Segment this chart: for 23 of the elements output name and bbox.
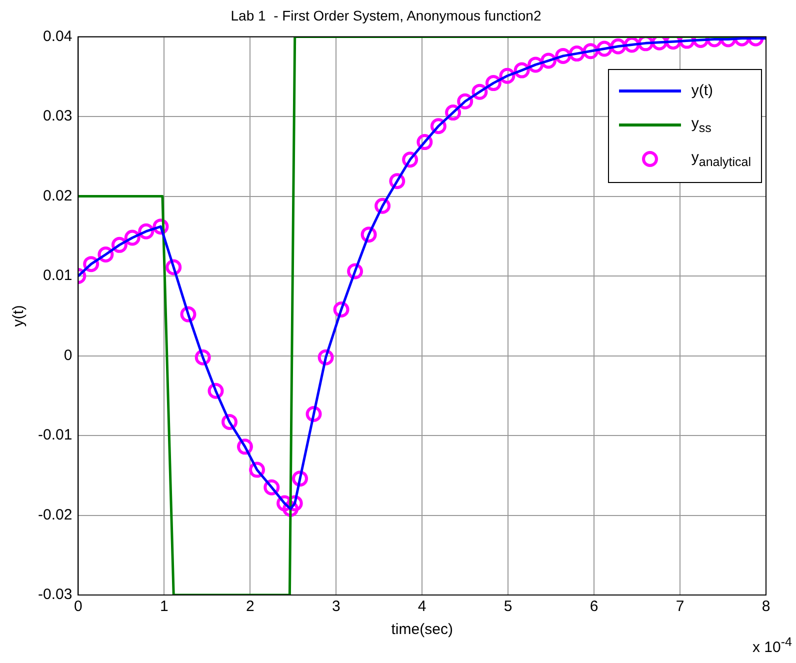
y-tick-label: 0.03 — [42, 108, 72, 125]
y-tick-label: 0.01 — [42, 267, 72, 284]
x-tick-label: 5 — [504, 598, 512, 616]
x-tick-label: 4 — [418, 598, 426, 616]
y-tick-label: -0.03 — [38, 586, 72, 604]
x-axis-title: time(sec) — [391, 621, 453, 638]
x-tick-label: 8 — [762, 598, 770, 616]
legend-label: y(t) — [691, 82, 714, 100]
x-tick-label: 7 — [676, 598, 684, 616]
legend-label: y$_{analytical}$ — [691, 148, 751, 169]
y-tick-label: 0.02 — [42, 187, 72, 204]
x-tick-label: 1 — [160, 598, 168, 616]
x-tick-label: 6 — [590, 598, 598, 616]
legend-label: y$_{ss}$ — [691, 114, 712, 135]
chart-title: Lab 1 - First Order System, Anonymous function2 — [230, 7, 542, 24]
y-tick-label: 0.04 — [42, 28, 72, 45]
text: x 10$^{-4}$ — [752, 635, 792, 656]
y-tick-label: -0.02 — [38, 506, 72, 524]
y-tick-label: -0.01 — [38, 426, 72, 444]
y-axis-title: y(t) — [10, 305, 28, 327]
x-tick-label: 3 — [332, 598, 340, 616]
y-tick-label: 0 — [64, 346, 72, 364]
x-tick-label: 2 — [246, 598, 254, 616]
